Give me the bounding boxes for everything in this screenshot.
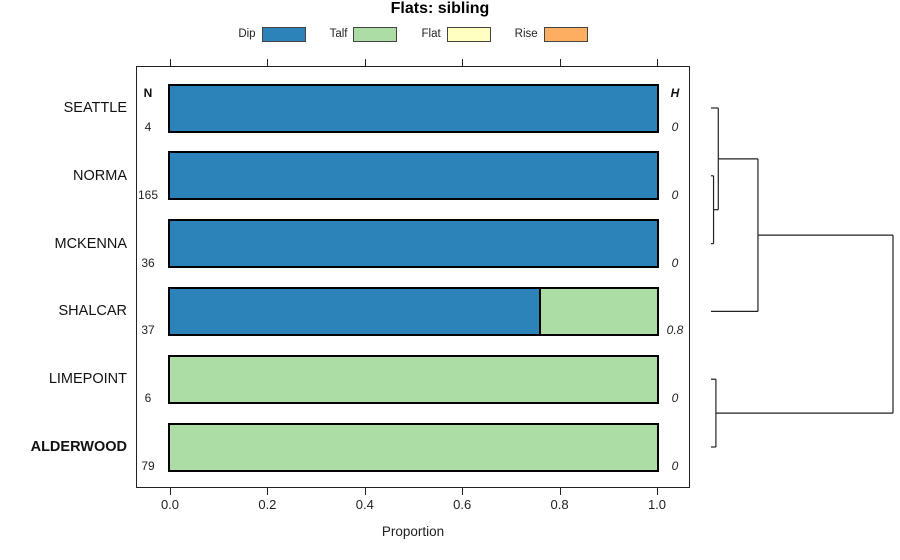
x-tick-label: 0.8 — [550, 497, 569, 512]
x-axis-tick-top — [364, 59, 366, 66]
legend-label-flat: Flat — [421, 28, 441, 40]
chart-title: Flats: sibling — [390, 0, 490, 17]
row-label: LIMEPOINT — [48, 371, 127, 388]
bar — [168, 422, 659, 472]
x-axis-tick-bottom — [267, 488, 269, 495]
row-label: NORMA — [73, 167, 127, 184]
h-column-header: H — [670, 86, 680, 100]
x-axis-tick-top — [462, 59, 464, 66]
bar-segment-dip — [170, 153, 657, 199]
x-axis-tick-top — [267, 59, 269, 66]
h-value: 0 — [671, 255, 679, 270]
x-axis-tick-bottom — [364, 488, 366, 495]
n-value: 4 — [144, 120, 152, 134]
bar-segment-talf — [170, 424, 657, 470]
bar-segment-dip — [170, 85, 657, 131]
x-axis-label: Proportion — [381, 524, 445, 539]
n-value: 79 — [141, 459, 155, 473]
row-label: ALDERWOOD — [30, 439, 127, 455]
x-axis-tick-bottom — [657, 488, 658, 495]
legend-swatch-flat — [446, 26, 491, 42]
bar-segment-talf — [538, 288, 657, 334]
row-label: MCKENNA — [54, 235, 127, 252]
x-tick-label: 1.0 — [647, 497, 667, 512]
bar — [168, 83, 659, 133]
legend-item-flat: Flat — [421, 26, 491, 42]
legend-swatch-dip — [261, 26, 306, 42]
x-axis-tick-top — [657, 59, 658, 66]
legend-label-rise: Rise — [514, 28, 538, 40]
x-tick-label: 0.6 — [453, 497, 472, 512]
x-axis-tick-top — [170, 59, 171, 66]
x-tick-label: 0.0 — [160, 497, 180, 512]
legend-label-dip: Dip — [238, 28, 256, 40]
row-label: SEATTLE — [63, 100, 127, 116]
bar-segment-dip — [170, 288, 539, 334]
h-value: 0 — [671, 459, 679, 473]
x-axis-tick-bottom — [170, 488, 171, 495]
legend: Dip Talf Flat Rise — [136, 25, 690, 43]
legend-item-rise: Rise — [514, 26, 588, 42]
bar-segment-talf — [170, 356, 657, 402]
legend-swatch-rise — [543, 26, 588, 42]
plot-box — [136, 66, 690, 488]
row-label: SHALCAR — [58, 303, 128, 320]
x-axis-tick-top — [559, 59, 561, 66]
legend-swatch-talf — [353, 26, 398, 42]
n-value: 37 — [141, 323, 155, 338]
legend-item-talf: Talf — [329, 26, 398, 42]
n-value: 6 — [144, 391, 152, 406]
h-value: 0.8 — [666, 323, 684, 338]
x-axis-tick-bottom — [559, 488, 561, 495]
x-tick-label: 0.2 — [258, 497, 277, 512]
bar — [168, 286, 659, 336]
x-tick-label: 0.4 — [355, 497, 374, 512]
h-value: 0 — [671, 391, 679, 406]
bar-segment-dip — [170, 221, 657, 267]
bar — [168, 219, 659, 269]
n-column-header: N — [143, 86, 153, 100]
h-value: 0 — [671, 120, 679, 134]
x-axis-tick-bottom — [462, 488, 464, 495]
bar — [168, 151, 659, 201]
legend-item-dip: Dip — [238, 26, 306, 42]
legend-label-talf: Talf — [329, 28, 348, 40]
n-value: 165 — [137, 187, 159, 202]
bar — [168, 354, 659, 404]
h-value: 0 — [671, 187, 679, 202]
n-value: 36 — [141, 255, 155, 270]
